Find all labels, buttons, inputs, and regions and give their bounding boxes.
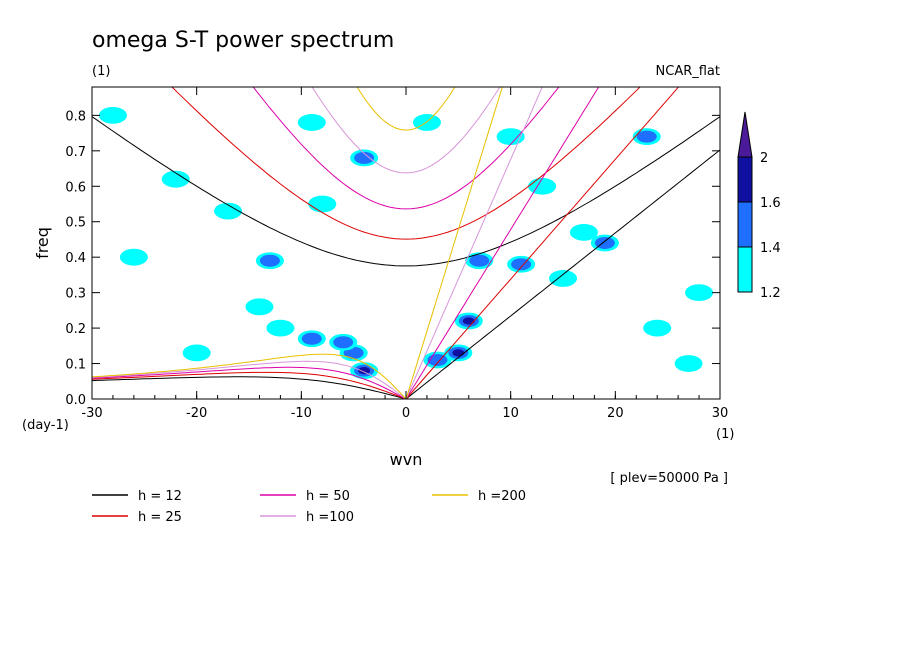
legend-label: h = 25 — [138, 510, 182, 525]
power-blob — [119, 248, 148, 266]
dispersion-line — [92, 366, 407, 399]
power-blob — [528, 177, 557, 195]
plev-note: [ plev=50000 Pa ] — [610, 471, 728, 486]
colorbar-label: 1.6 — [760, 196, 781, 211]
dispersion-line — [405, 87, 543, 399]
x-tick-label: 0 — [402, 406, 410, 421]
y-tick-label: 0.5 — [65, 216, 86, 231]
x-tick-label: 30 — [712, 406, 729, 421]
power-blob — [333, 336, 354, 349]
power-blob — [161, 170, 190, 188]
dispersion-line — [92, 360, 407, 399]
y-axis-ticks: 0.0 0.1 0.2 0.3 0.4 0.5 0.6 0.7 0.8 — [65, 109, 720, 408]
legend-label: h = 50 — [306, 489, 350, 504]
power-blob — [496, 128, 525, 146]
x-unit-label: (1) — [716, 427, 734, 442]
power-blob — [301, 332, 322, 345]
colorbar-label: 1.4 — [760, 241, 781, 256]
colorbar-segment — [737, 246, 753, 293]
y-tick-label: 0.7 — [65, 145, 86, 160]
dispersion-line — [92, 376, 407, 399]
x-tick-label: -20 — [186, 406, 207, 421]
chart-title: omega S-T power spectrum — [92, 28, 394, 53]
power-blob — [214, 202, 243, 220]
y-tick-label: 0.3 — [65, 287, 86, 302]
colorbar-label: 1.2 — [760, 286, 781, 301]
legend: h = 12 h = 25 h = 50 h =100 h =200 — [92, 489, 526, 525]
power-blob — [643, 319, 672, 337]
dispersion-line — [311, 87, 501, 174]
dispersion-line — [405, 87, 503, 399]
power-blob — [412, 114, 441, 131]
legend-label: h =100 — [306, 510, 354, 525]
dispersion-curves — [92, 87, 720, 399]
dispersion-line — [405, 149, 720, 399]
dispersion-line — [92, 353, 407, 399]
colorbar-segment — [737, 156, 753, 203]
dispersion-line — [252, 87, 560, 210]
power-blob — [511, 258, 532, 271]
colorbar-extend-triangle — [737, 111, 753, 158]
power-contours — [98, 106, 714, 380]
y-unit-label: (day-1) — [22, 418, 69, 433]
power-blob — [245, 298, 274, 316]
x-tick-label: -30 — [81, 406, 102, 421]
x-tick-label: -10 — [291, 406, 312, 421]
y-tick-label: 0.0 — [65, 393, 86, 408]
power-blob — [354, 151, 375, 164]
power-blob — [98, 106, 127, 124]
power-blob — [674, 355, 703, 372]
power-blob — [594, 237, 615, 249]
dispersion-line — [171, 87, 641, 240]
power-blob — [452, 349, 465, 357]
power-blob — [569, 223, 598, 241]
chart-subtitle-right: NCAR_flat — [656, 64, 720, 79]
x-axis-label: wvn — [390, 450, 423, 469]
dispersion-line — [405, 87, 680, 399]
colorbar-label: 2 — [760, 151, 768, 166]
y-tick-label: 0.6 — [65, 180, 86, 195]
power-blob — [308, 195, 337, 213]
colorbar-segment — [737, 201, 753, 248]
power-blob — [297, 114, 326, 131]
dispersion-line — [92, 116, 720, 267]
colorbar: 2 1.6 1.4 1.2 — [737, 111, 781, 301]
power-blob — [636, 130, 657, 143]
power-blob — [259, 254, 280, 267]
power-blob — [462, 317, 475, 325]
power-blob — [549, 270, 577, 287]
power-blob — [358, 367, 371, 375]
y-axis-label: freq — [33, 227, 52, 259]
x-tick-label: 20 — [607, 406, 624, 421]
x-axis-ticks: -30 -20 -10 0 10 20 30 — [81, 87, 728, 421]
dispersion-line — [92, 371, 407, 399]
chart-subtitle-left: (1) — [92, 64, 110, 79]
legend-label: h = 12 — [138, 489, 182, 504]
power-blob — [469, 254, 490, 267]
y-tick-label: 0.4 — [65, 251, 86, 266]
x-tick-label: 10 — [502, 406, 519, 421]
dispersion-line — [405, 87, 600, 399]
power-blob — [182, 344, 211, 362]
y-tick-label: 0.8 — [65, 109, 86, 124]
power-blob — [685, 284, 714, 302]
y-tick-label: 0.2 — [65, 322, 86, 337]
y-tick-label: 0.1 — [65, 358, 86, 373]
dispersion-line — [356, 87, 456, 131]
legend-label: h =200 — [478, 489, 526, 504]
power-blob — [266, 319, 295, 337]
